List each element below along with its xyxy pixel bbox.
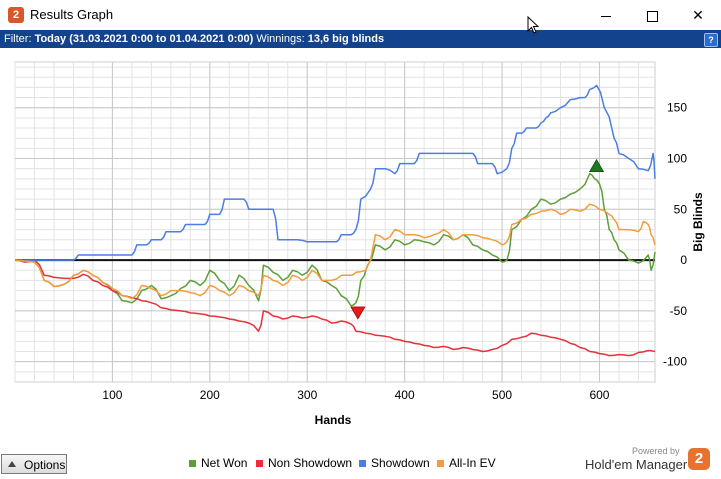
minimize-icon	[601, 15, 611, 17]
x-tick-label: 400	[395, 388, 415, 402]
series-line-showdown	[15, 84, 656, 261]
bottom-bar: Options Net Won Non Showdown Showdown Al…	[0, 438, 721, 479]
legend-item-non-showdown: Non Showdown	[256, 456, 352, 470]
series-layer	[14, 84, 656, 357]
app-icon: 2	[8, 7, 24, 23]
y-axis-label: Big Blinds	[691, 192, 705, 252]
y-tick-label: 50	[674, 202, 688, 216]
legend-label: Net Won	[201, 456, 248, 470]
mouse-cursor-icon	[527, 16, 539, 34]
legend-swatch	[256, 460, 263, 468]
x-tick-label: 600	[589, 388, 609, 402]
plot-area	[14, 61, 656, 383]
options-button[interactable]: Options	[1, 454, 67, 474]
powered-by: Powered by	[632, 446, 680, 456]
filter-text: Filter: Today (31.03.2021 0:00 to 01.04.…	[4, 30, 384, 48]
filter-label: Filter:	[4, 33, 32, 45]
help-button[interactable]: ?	[704, 33, 718, 47]
y-tick-label: -50	[670, 304, 688, 318]
title-bar: 2 Results Graph ✕	[0, 0, 721, 30]
x-tick-label: 100	[102, 388, 122, 402]
brand-name: Hold'em Manager	[585, 457, 688, 472]
minimize-button[interactable]	[583, 0, 629, 30]
legend-swatch	[359, 460, 366, 468]
min-marker-icon	[350, 306, 366, 320]
maximize-button[interactable]	[629, 0, 675, 30]
legend-label: All-In EV	[449, 456, 496, 470]
winnings-label: Winnings:	[256, 33, 305, 45]
series-line-all-in-ev	[14, 203, 656, 300]
window-title: Results Graph	[30, 7, 114, 22]
legend-label: Non Showdown	[268, 456, 353, 470]
legend-swatch	[189, 460, 196, 468]
legend-item-net-won: Net Won	[189, 456, 247, 470]
x-tick-label: 500	[492, 388, 512, 402]
x-axis-label: Hands	[315, 413, 352, 427]
close-button[interactable]: ✕	[675, 0, 721, 30]
legend-item-showdown: Showdown	[359, 456, 430, 470]
legend-label: Showdown	[371, 456, 430, 470]
series-line-net-won	[14, 172, 656, 307]
brand-logo: 2	[688, 448, 710, 470]
x-tick-label: 200	[200, 388, 220, 402]
maximize-icon	[646, 10, 658, 22]
filter-bar: Filter: Today (31.03.2021 0:00 to 01.04.…	[0, 30, 721, 48]
legend-item-all-in-ev: All-In EV	[437, 456, 496, 470]
close-icon: ✕	[692, 7, 704, 23]
winnings-value: 13,6 big blinds	[307, 33, 385, 45]
marker-layer	[350, 158, 605, 320]
y-tick-label: -100	[663, 355, 687, 369]
legend-swatch	[437, 460, 444, 468]
y-tick-label: 0	[680, 253, 687, 267]
filter-value: Today (31.03.2021 0:00 to 01.04.2021 0:0…	[34, 33, 254, 45]
grid	[14, 62, 655, 382]
x-tick-label: 300	[297, 388, 317, 402]
options-label: Options	[24, 458, 66, 472]
y-tick-label: 100	[667, 152, 687, 166]
max-marker-icon	[588, 158, 605, 172]
expand-up-icon	[8, 461, 16, 467]
y-tick-label: 150	[667, 101, 687, 115]
